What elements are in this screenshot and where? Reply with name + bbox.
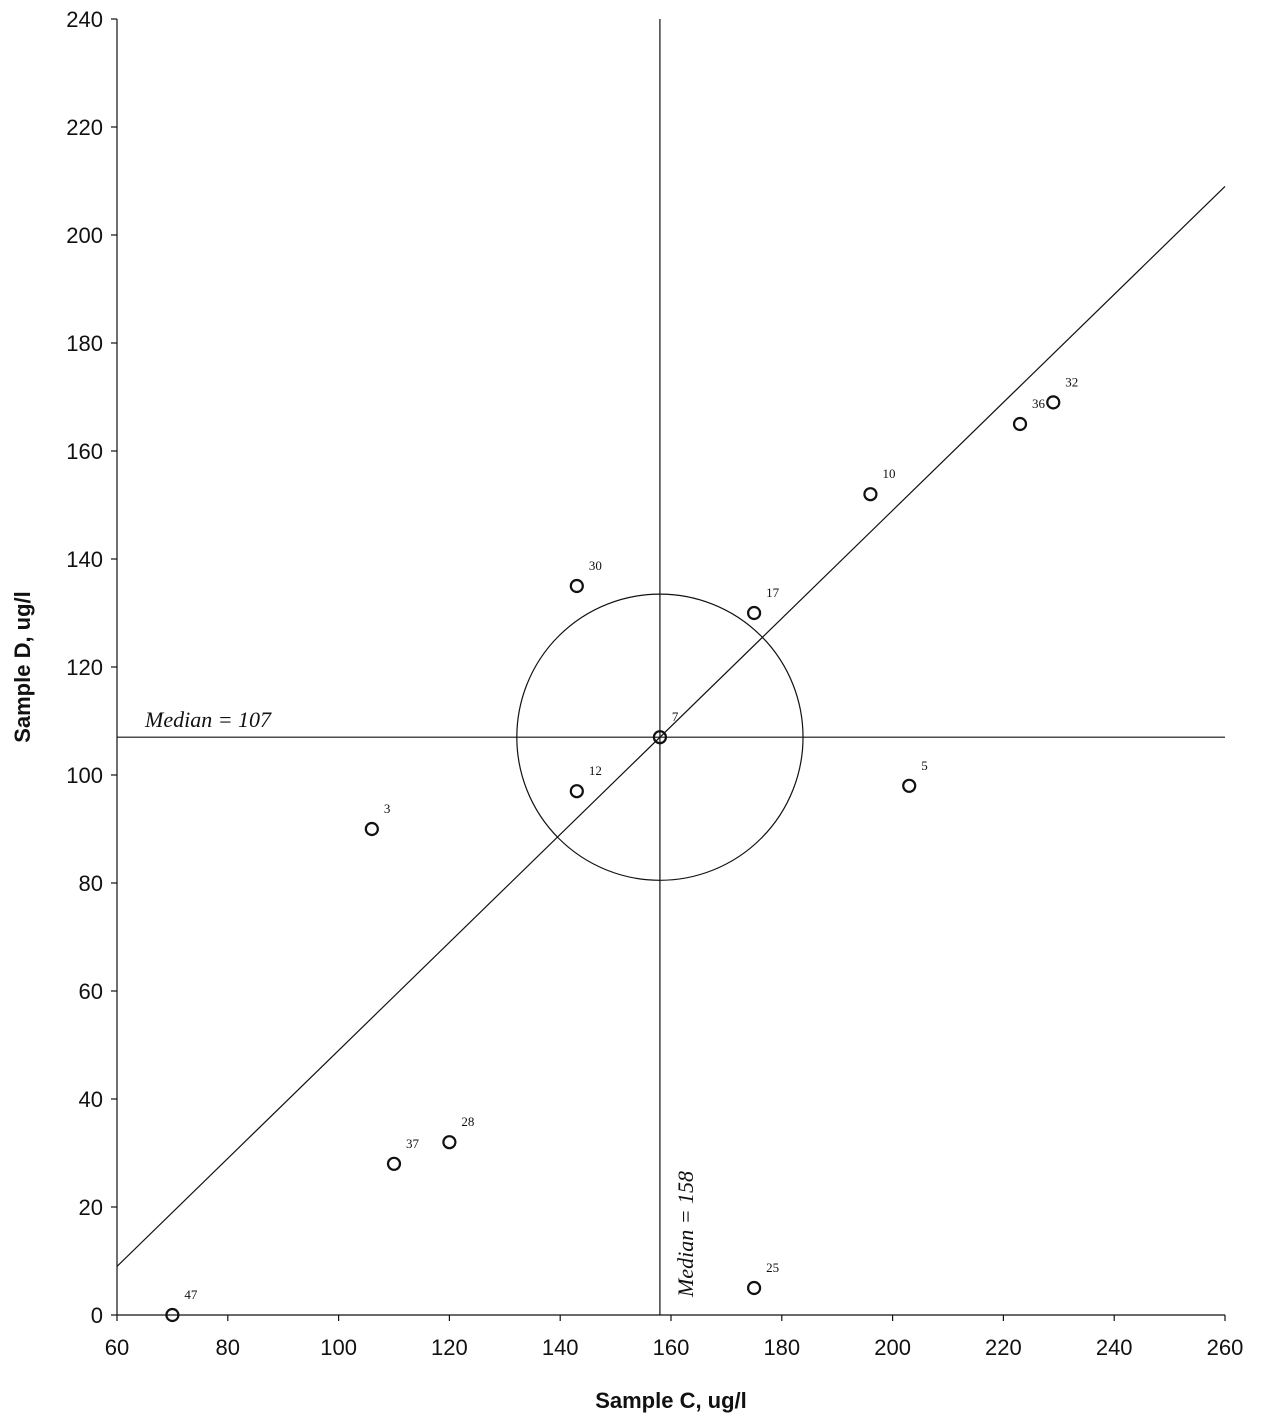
data-point-label: 28 [461, 1114, 474, 1129]
y-axis-title: Sample D, ug/l [10, 591, 35, 743]
x-tick-label: 240 [1096, 1335, 1133, 1360]
data-point [165, 1307, 180, 1323]
y-tick-label: 60 [79, 979, 103, 1004]
data-point [746, 605, 762, 621]
data-point [902, 778, 917, 793]
data-point [1012, 416, 1028, 432]
data-point [442, 1135, 457, 1150]
data-point-label: 30 [589, 558, 602, 573]
data-point-label: 25 [766, 1260, 779, 1275]
data-point-label: 17 [766, 585, 780, 600]
reference-lines [116, 19, 1226, 1315]
x-tick-label: 220 [985, 1335, 1022, 1360]
y-tick-label: 40 [79, 1087, 103, 1112]
diagonal-reference-line [116, 185, 1226, 1267]
y-tick-label: 20 [79, 1195, 103, 1220]
x-tick-label: 80 [216, 1335, 240, 1360]
y-ticks: 0 20 40 60 80 100 120 140 160 180 200 220 240 [66, 7, 117, 1328]
data-point-label: 37 [406, 1136, 420, 1151]
data-point-label: 5 [921, 758, 928, 773]
x-tick-label: 120 [431, 1335, 468, 1360]
y-tick-label: 200 [66, 223, 103, 248]
x-tick-label: 100 [320, 1335, 357, 1360]
y-tick-label: 180 [66, 331, 103, 356]
y-tick-label: 140 [66, 547, 103, 572]
x-tick-label: 60 [105, 1335, 129, 1360]
x-axis-title: Sample C, ug/l [595, 1388, 747, 1413]
data-point-label: 36 [1032, 396, 1046, 411]
median-x-label: Median = 158 [673, 1171, 698, 1298]
data-point [386, 1156, 402, 1171]
data-point [1046, 395, 1061, 410]
confidence-circle [516, 593, 804, 881]
x-tick-label: 160 [653, 1335, 690, 1360]
y-tick-label: 220 [66, 115, 103, 140]
data-point [569, 784, 584, 799]
y-tick-label: 160 [66, 439, 103, 464]
data-points [165, 395, 1061, 1323]
axes [116, 19, 1225, 1316]
x-tick-label: 140 [542, 1335, 579, 1360]
data-point [364, 821, 379, 837]
data-point-label: 47 [184, 1287, 198, 1302]
data-point [863, 487, 878, 502]
x-tick-label: 200 [874, 1335, 911, 1360]
y-tick-label: 80 [79, 871, 103, 896]
median-y-label: Median = 107 [144, 707, 272, 732]
data-point-label: 7 [672, 709, 679, 724]
x-tick-label: 180 [763, 1335, 800, 1360]
y-tick-label: 0 [91, 1303, 103, 1328]
point-labels: 3 5 7 10 12 17 25 28 30 32 36 37 47 [184, 374, 1078, 1302]
x-ticks: 60 80 100 120 140 160 180 200 220 240 260 [105, 1315, 1244, 1360]
y-tick-label: 100 [66, 763, 103, 788]
data-point-label: 32 [1065, 374, 1078, 389]
data-point [652, 730, 668, 745]
data-point [746, 1280, 762, 1296]
y-tick-label: 120 [66, 655, 103, 680]
data-point-label: 10 [882, 466, 895, 481]
data-point [569, 578, 584, 594]
data-point-label: 12 [589, 763, 602, 778]
y-tick-label: 240 [66, 7, 103, 32]
data-point-label: 3 [384, 801, 391, 816]
x-tick-label: 260 [1207, 1335, 1244, 1360]
